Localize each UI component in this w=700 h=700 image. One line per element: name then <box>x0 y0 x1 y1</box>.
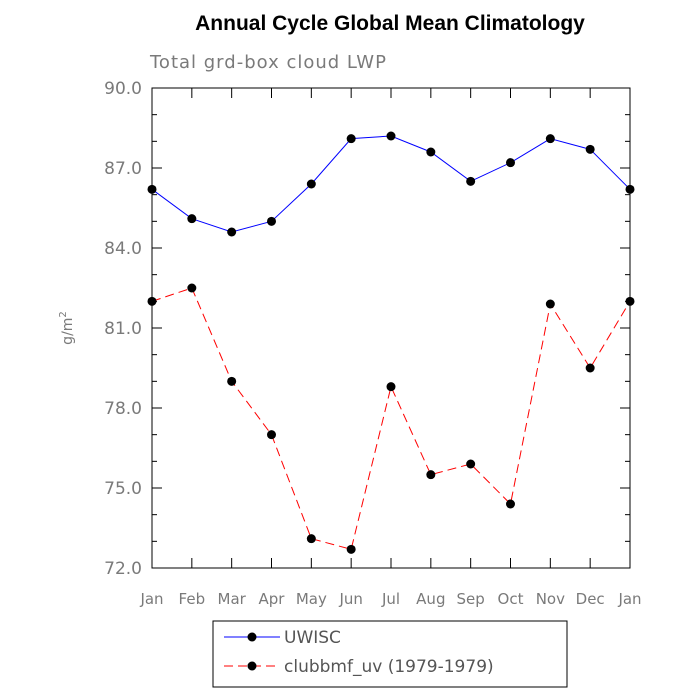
plot-border <box>151 87 631 569</box>
x-tick-label: Apr <box>259 590 286 608</box>
series-point-0 <box>306 179 316 189</box>
plot-frame <box>151 87 631 569</box>
y-tick-label: 75.0 <box>104 479 142 499</box>
y-tick-label: 72.0 <box>104 559 142 579</box>
series-layer <box>147 131 635 554</box>
series-point-0 <box>386 131 396 141</box>
series-point-0 <box>426 147 436 157</box>
legend-label-1: clubbmf_uv (1979-1979) <box>284 657 494 677</box>
series-point-0 <box>346 134 356 144</box>
y-axis-title-base: g/m <box>60 318 76 345</box>
x-tick-label: Mar <box>218 590 247 608</box>
series-point-1 <box>227 376 237 386</box>
y-tick-label: 87.0 <box>104 159 142 179</box>
y-axis-title-superscript: 2 <box>58 311 69 317</box>
series-point-1 <box>466 459 476 469</box>
series-point-1 <box>426 470 436 480</box>
x-tick-label: Sep <box>457 590 485 608</box>
y-tick-label: 81.0 <box>104 319 142 339</box>
series-point-1 <box>585 363 595 373</box>
series-line-1 <box>151 287 631 550</box>
y-tick-label: 78.0 <box>104 399 142 419</box>
series-point-0 <box>545 134 555 144</box>
series-line-0 <box>151 135 631 233</box>
legend-marker-1 <box>247 661 257 671</box>
series-point-1 <box>386 382 396 392</box>
x-tick-label: Feb <box>179 590 206 608</box>
x-tick-label: May <box>296 590 327 608</box>
chart-title: Annual Cycle Global Mean Climatology <box>195 12 585 35</box>
y-tick-label: 84.0 <box>104 239 142 259</box>
series-point-1 <box>625 296 635 306</box>
series-point-1 <box>187 283 197 293</box>
series-point-0 <box>466 176 476 186</box>
legend-label-0: UWISC <box>284 628 341 648</box>
chart-subtitle: Total grd-box cloud LWP <box>149 52 387 73</box>
series-point-0 <box>187 214 197 224</box>
series-point-0 <box>506 158 515 168</box>
series-point-0 <box>625 184 635 194</box>
x-tick-label: Nov <box>536 590 565 608</box>
x-tick-label: Jul <box>381 590 400 608</box>
series-point-1 <box>267 430 276 440</box>
series-point-0 <box>147 184 157 194</box>
x-tick-label: Aug <box>416 590 445 608</box>
x-tick-label: Jan <box>617 590 641 608</box>
series-point-0 <box>267 216 276 226</box>
series-point-1 <box>346 544 356 554</box>
legend-marker-0 <box>247 632 257 642</box>
y-tick-label: 90.0 <box>104 79 142 99</box>
y-axis: 72.0 75.0 78.0 81.0 84.0 87.0 90.0 <box>104 79 630 579</box>
legend-box <box>212 620 568 688</box>
series-point-1 <box>306 534 316 544</box>
series-point-0 <box>227 227 237 237</box>
x-axis: Jan Feb Mar Apr May Jun Jul Aug Sep Oct Nov Dec Jan <box>139 88 642 608</box>
x-tick-label: Jun <box>338 590 362 608</box>
series-point-1 <box>147 296 157 306</box>
series-point-1 <box>506 499 515 509</box>
y-axis-title: g/m2 <box>58 311 76 345</box>
x-tick-label: Dec <box>576 590 605 608</box>
x-tick-label: Jan <box>139 590 163 608</box>
legend: UWISC clubbmf_uv (1979-1979) <box>212 620 568 688</box>
x-tick-label: Oct <box>498 590 524 608</box>
series-point-1 <box>545 299 555 309</box>
series-point-0 <box>585 144 595 154</box>
